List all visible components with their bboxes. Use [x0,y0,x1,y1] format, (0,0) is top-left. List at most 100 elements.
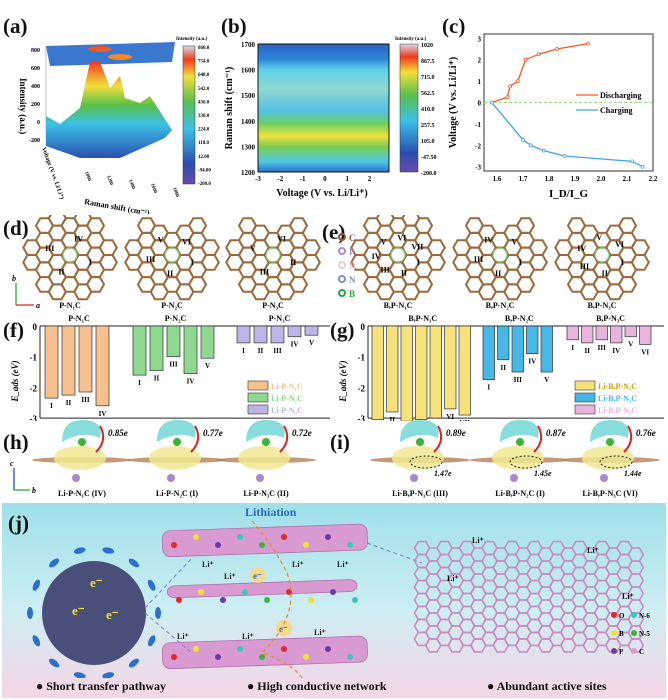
legend-label: N-6 [639,612,650,620]
site-label: II [167,269,173,278]
y-tick-label: 1400 [241,118,256,126]
site-label: IV [577,244,586,253]
axis-label-b: b [12,274,16,283]
electrolyte-droplet [102,672,115,678]
colorbar-tick: 715.0 [421,75,435,81]
structure-label: B,P-N₃C [588,301,617,310]
y-tick-label: 1200 [241,169,256,177]
dopant-atom [325,534,331,540]
legend-label: N-5 [639,630,650,638]
site-label: I [519,258,522,267]
panel-label-d: (d) [3,216,29,240]
p-atom [72,474,80,482]
site-label: IV [74,234,83,243]
site-label: VI [397,233,406,242]
bar [236,325,251,344]
x-tick-label: 1 [345,175,349,183]
site-label: VI [182,237,191,246]
electron-label: e⁻ [253,571,262,581]
bar-category-label: V [544,376,549,384]
dashed-region [509,455,543,469]
z-tick-label: -200 [29,138,40,144]
site-label: V [158,236,164,245]
dopant-atom [308,597,314,603]
colorbar-tick: 105.0 [421,139,435,145]
charge-transfer-arrow [95,425,105,453]
colorbar-title: Intensity (a.u.) [395,37,427,42]
legend-label: H [349,261,356,271]
colorbar-tick: 410.0 [421,107,435,113]
site-label: IV [372,252,381,261]
z-tick-label: 600 [31,66,40,72]
electrolyte-droplet [32,579,41,591]
top-projection [46,42,175,66]
panel-label-j: (j) [8,511,29,535]
data-point [554,47,559,51]
x-axis-label: Raman shift (cm⁻¹) [84,197,151,214]
bar [183,325,198,374]
x-tick-label: 2 [368,175,372,183]
y-tick-label: -1 [475,121,481,129]
legend-label: P [619,648,624,656]
data-point [562,154,567,158]
colorbar-tick: -200.0 [198,182,211,187]
active-site-ring [62,247,78,263]
charge-value: 0.72e [292,428,312,438]
bar [610,325,623,344]
electrolyte-droplet [128,558,140,568]
y-tick-label: 1600 [241,67,256,75]
bar [482,325,495,381]
site-label: VI [615,240,624,249]
electron-label: e⁻ [72,603,85,618]
legend-label: B [349,289,355,299]
y-axis-label: E_ads (eV) [10,360,20,402]
structure-label: P-N₃C [262,301,284,310]
colorbar-tick: 118.0 [198,141,209,146]
bar-category-label: III [273,347,281,355]
legend-label: C [639,648,644,656]
li-atom [516,438,524,446]
z-tick-label: 400 [31,84,40,90]
site-label: V [381,237,387,246]
electrolyte-droplet [147,635,156,647]
dopant-atom [242,589,248,595]
dopant-atom [303,654,309,660]
dopant-atom [193,534,199,540]
y-tick-label: -3 [358,414,366,421]
bar [526,325,539,354]
bar [95,325,110,407]
dopant-atom [237,534,243,540]
y-tick-label: -2 [30,383,38,393]
y-tick-label: 0 [478,100,482,108]
legend-atom-b-icon [338,289,346,297]
x-tick-label: 1.9 [571,175,580,183]
bar-category-label: II [66,399,72,407]
x-axis-label: Voltage (V vs. Li/Li⁺) [276,188,367,199]
dopant-atom [215,542,221,548]
charge-accumulation [149,446,201,470]
bar-category-label: II [258,347,264,355]
colorbar-tick: 648.0 [198,73,210,78]
bar-category-label: V [205,362,210,370]
bar [200,325,215,359]
colorbar-tick: 12.00 [198,155,210,160]
graphene-layer [166,579,358,599]
li-atom [606,438,614,446]
x-tick-label: 1.8 [545,175,554,183]
site-label: V [512,237,518,246]
y-axis-label: Voltage (V vs. Li/Li⁺) [40,146,65,200]
x-tick-label: 2.1 [623,175,632,183]
y-tick-label: 1500 [241,92,256,100]
y-tick-label: -1 [30,353,38,363]
dopant-atom [281,534,287,540]
axis-label-c: c [10,459,14,468]
colorbar-tick: -200.0 [421,171,437,177]
molecule-structure [124,217,220,301]
x-tick-label: 2.0 [597,175,606,183]
electrolyte-droplet [128,658,139,668]
li-atom [173,438,181,446]
bar [458,325,471,416]
bar [444,325,457,410]
bar [415,325,428,420]
molecule-structure [225,217,321,301]
